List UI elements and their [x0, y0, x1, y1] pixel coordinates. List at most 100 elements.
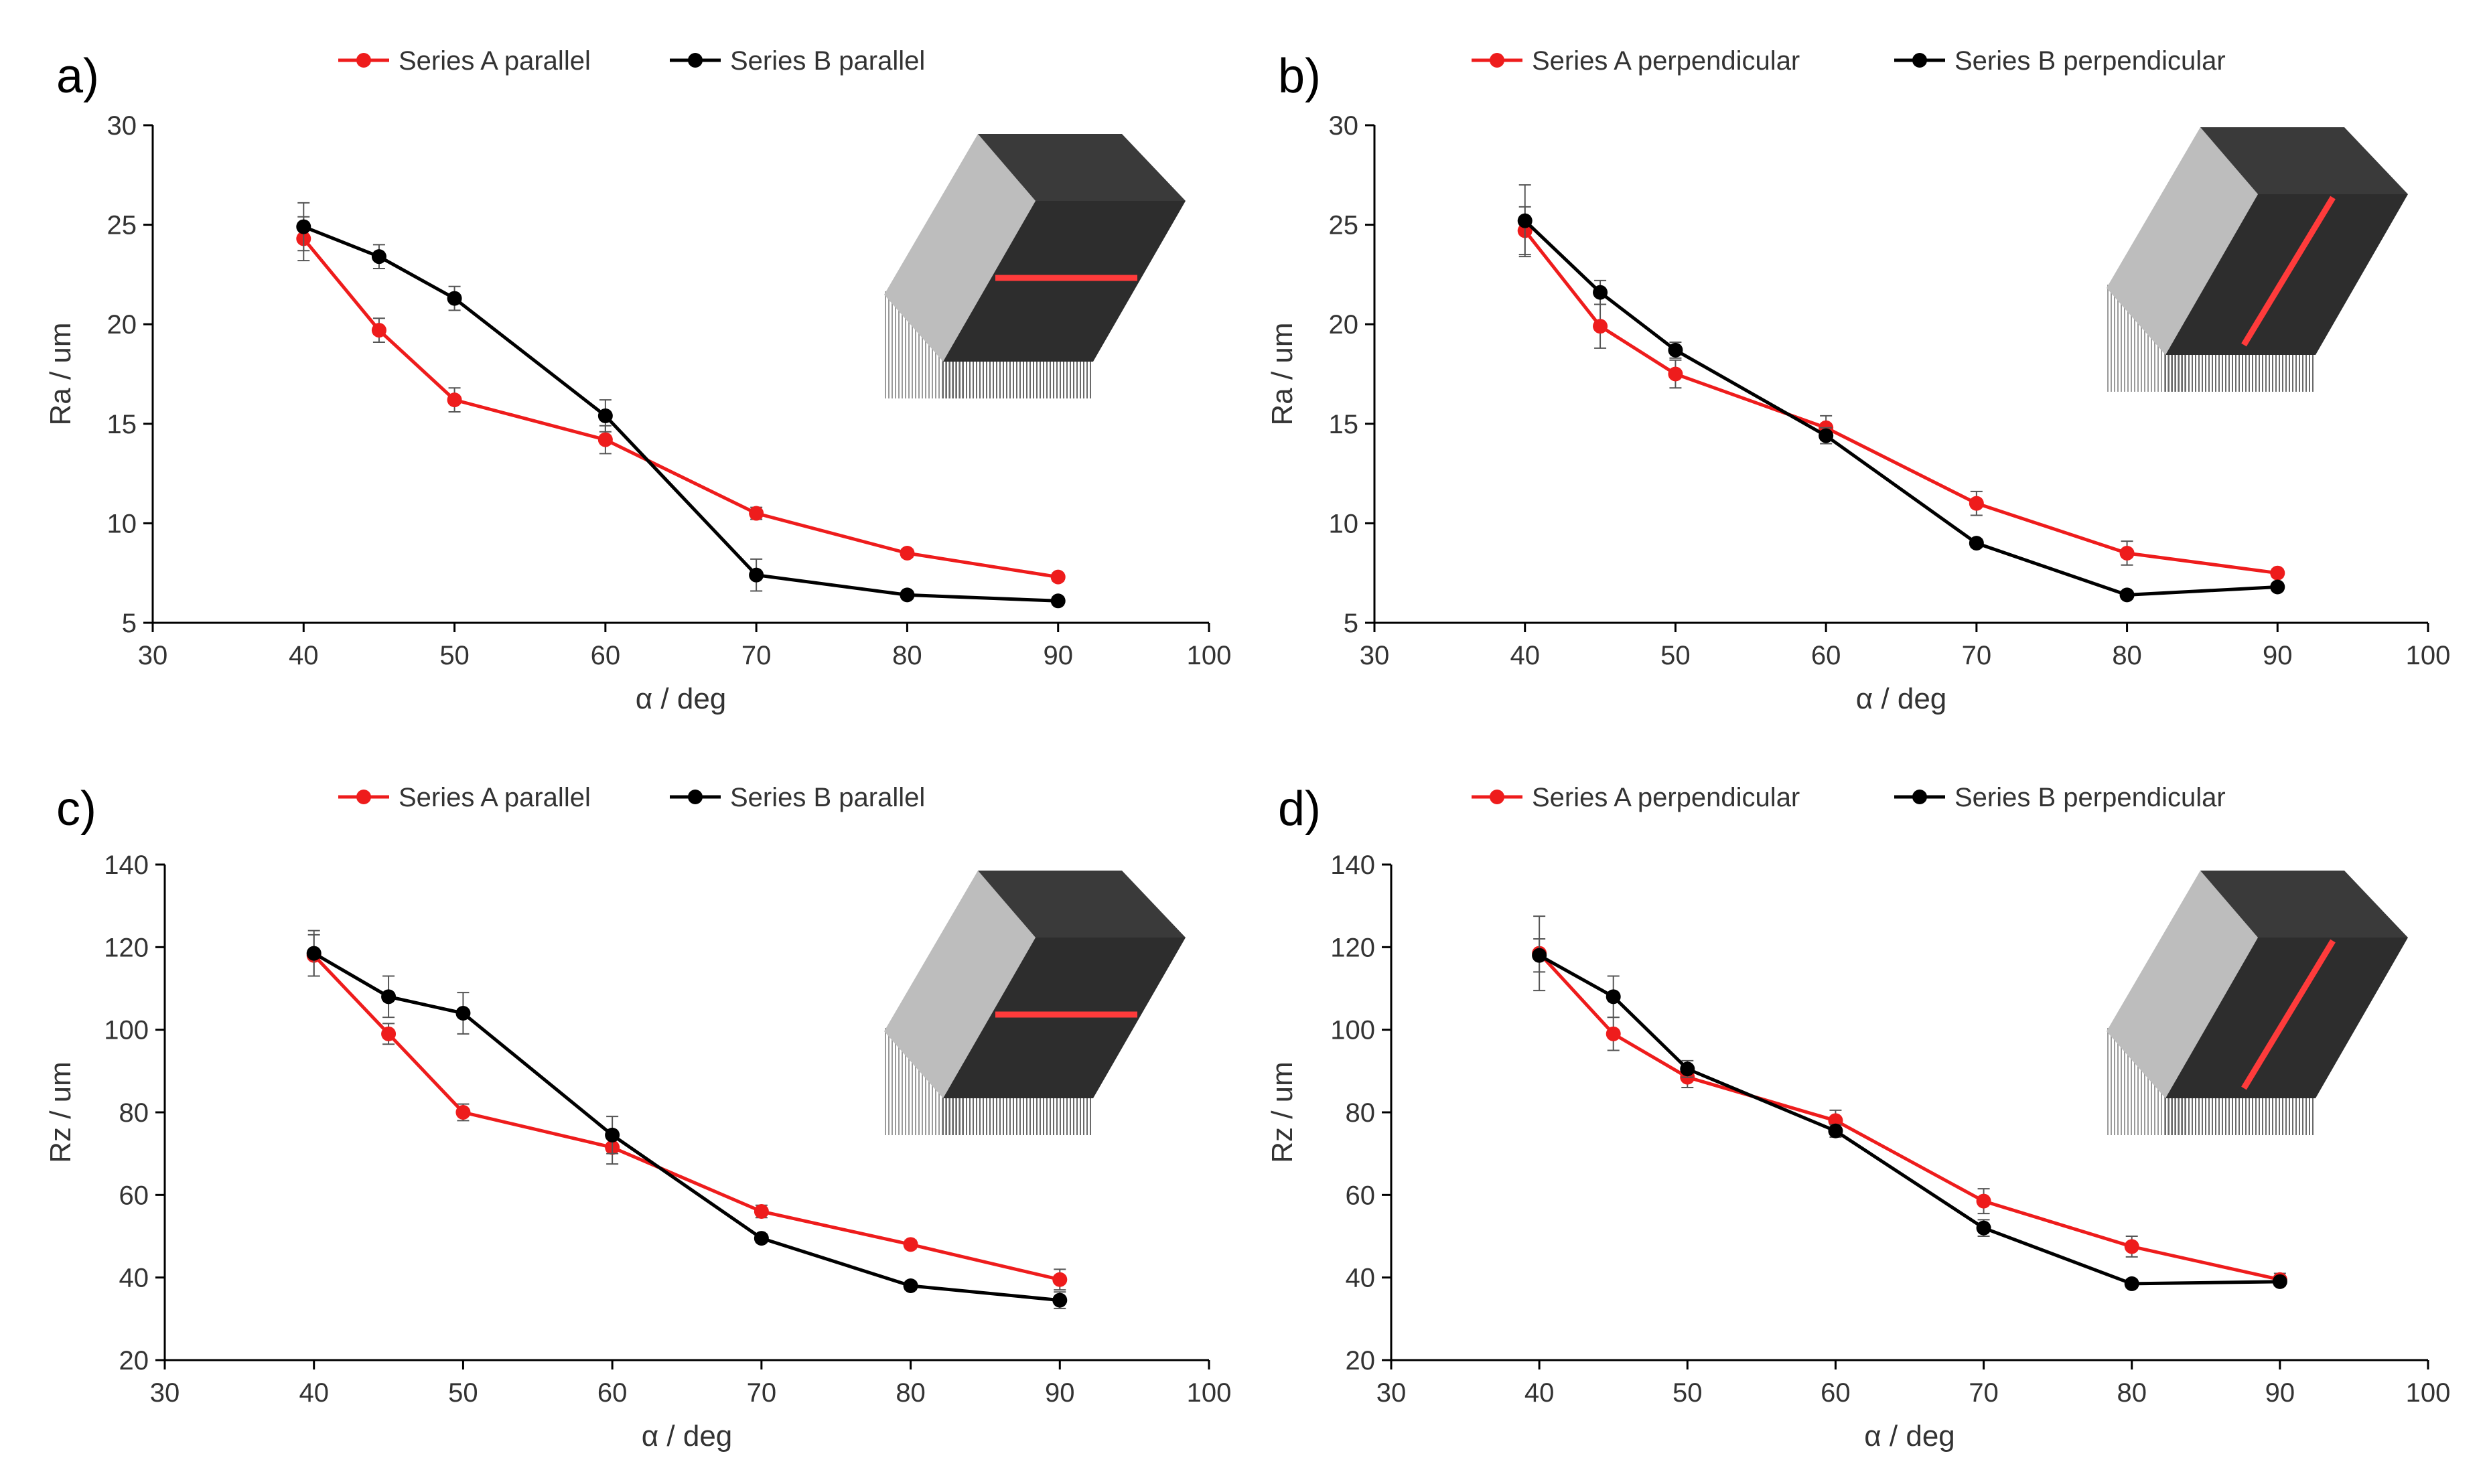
inset-side-face [884, 871, 1036, 1098]
data-point [749, 506, 764, 521]
legend-label: Series B perpendicular [1954, 783, 2226, 812]
inset-side-face [884, 134, 1036, 362]
data-point [1668, 342, 1683, 358]
legend-label: Series A perpendicular [1532, 46, 1800, 76]
y-axis-title: Rz / um [44, 1061, 77, 1163]
x-tick-label: 30 [1376, 1378, 1407, 1408]
y-tick-label: 80 [119, 1098, 149, 1128]
chart-panel-b: b) 30 40 50 60 70 80 90 100 5 10 15 20 25 30 α / deg Ra … [1266, 46, 2450, 715]
y-tick-label: 20 [1329, 310, 1359, 340]
data-point [1976, 1220, 1991, 1236]
x-tick-label: 80 [896, 1378, 926, 1408]
y-tick-label: 80 [1346, 1098, 1376, 1128]
x-tick-label: 100 [1187, 641, 1232, 670]
data-point [447, 392, 462, 408]
y-tick-label: 100 [1330, 1016, 1375, 1045]
x-tick-label: 100 [1187, 1378, 1232, 1408]
x-tick-label: 40 [1524, 1378, 1555, 1408]
inset-side-face [2107, 127, 2258, 355]
data-point [455, 1105, 471, 1120]
x-tick-label: 40 [289, 641, 319, 670]
inset-measure-line [2241, 196, 2336, 347]
data-point [371, 249, 386, 265]
y-tick-label: 10 [1329, 509, 1359, 538]
data-point [296, 219, 311, 234]
data-point [1976, 1193, 1991, 1209]
x-tick-label: 30 [1360, 641, 1390, 670]
y-tick-label: 60 [1346, 1181, 1376, 1210]
x-tick-label: 30 [138, 641, 168, 670]
data-point [371, 323, 386, 338]
y-tick-label: 25 [107, 211, 137, 240]
x-tick-label: 70 [741, 641, 772, 670]
x-tick-label: 90 [2263, 641, 2293, 670]
y-tick-label: 25 [1329, 211, 1359, 240]
data-point [900, 545, 915, 561]
legend-marker [1912, 53, 1927, 68]
inset-measure-line [2241, 939, 2336, 1090]
y-tick-label: 100 [104, 1016, 149, 1045]
x-tick-label: 40 [1510, 641, 1540, 670]
y-tick-label: 30 [1329, 111, 1359, 141]
series-b [1532, 938, 2287, 1291]
x-tick-label: 90 [1043, 641, 1073, 670]
panel-label: b) [1278, 50, 1321, 103]
data-point [1969, 496, 1984, 511]
x-tick-label: 70 [747, 1378, 777, 1408]
y-tick-label: 20 [107, 310, 137, 340]
series-a [296, 216, 1066, 585]
y-tick-label: 140 [1330, 850, 1375, 880]
x-tick-label: 80 [2117, 1378, 2147, 1408]
legend-label: Series B perpendicular [1954, 46, 2226, 76]
x-tick-label: 90 [2265, 1378, 2295, 1408]
x-tick-label: 100 [2406, 641, 2451, 670]
x-tick-label: 90 [1045, 1378, 1075, 1408]
legend-marker [1490, 53, 1504, 68]
y-axis-title: Ra / um [1266, 322, 1299, 425]
data-point [754, 1204, 769, 1219]
panel-label: c) [56, 782, 96, 836]
legend-marker [688, 53, 703, 68]
data-point [2124, 1239, 2139, 1254]
legend-label: Series A perpendicular [1532, 783, 1800, 812]
data-point [447, 291, 462, 306]
data-point [455, 1006, 471, 1021]
data-point [1052, 1292, 1068, 1308]
data-point [1517, 213, 1533, 228]
data-point [1050, 593, 1066, 609]
data-point [749, 567, 764, 583]
data-point [2272, 1274, 2287, 1289]
x-axis-title: α / deg [636, 682, 727, 715]
inset-side-face [2107, 871, 2258, 1098]
data-point [1593, 319, 1608, 334]
x-tick-label: 60 [591, 641, 621, 670]
x-axis-title: α / deg [1856, 682, 1947, 715]
x-tick-label: 50 [1673, 1378, 1703, 1408]
inset-front-face [943, 201, 1186, 362]
y-tick-label: 20 [119, 1346, 149, 1376]
data-point [1969, 536, 1984, 551]
series-b [1517, 184, 2285, 603]
panel-label: d) [1278, 782, 1321, 836]
legend-label: Series A parallel [399, 46, 591, 76]
legend-marker [688, 790, 703, 804]
data-point [597, 432, 613, 447]
x-tick-label: 50 [448, 1378, 478, 1408]
data-point [2270, 565, 2285, 581]
series-b [306, 930, 1068, 1309]
data-point [2119, 587, 2135, 603]
data-point [1680, 1061, 1695, 1077]
legend-marker [1912, 790, 1927, 804]
data-point [903, 1278, 918, 1293]
data-point [1052, 1272, 1068, 1287]
inset-front-face [943, 938, 1186, 1098]
x-tick-label: 60 [1821, 1378, 1851, 1408]
legend-label: Series B parallel [730, 46, 925, 76]
data-point [1532, 948, 1547, 963]
x-tick-label: 50 [439, 641, 470, 670]
x-axis-title: α / deg [1864, 1420, 1955, 1453]
inset-top-face [978, 134, 1186, 201]
x-tick-label: 70 [1962, 641, 1992, 670]
data-point [903, 1237, 918, 1252]
y-tick-label: 10 [107, 509, 137, 538]
